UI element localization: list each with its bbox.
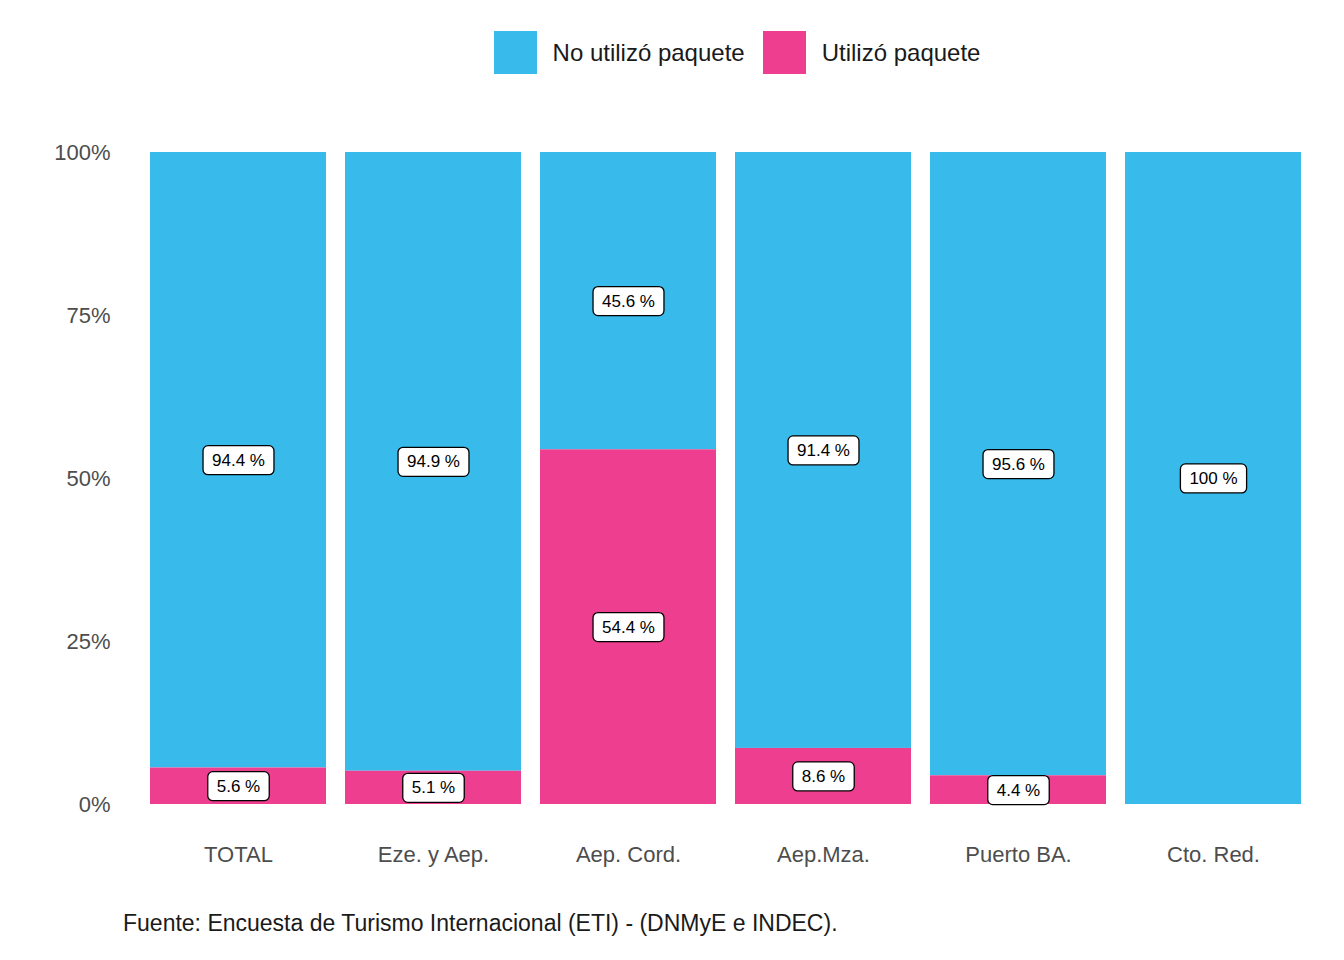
svg-text:95.6 %: 95.6 % — [992, 455, 1045, 474]
svg-text:Aep. Cord.: Aep. Cord. — [576, 842, 681, 867]
svg-text:Aep.Mza.: Aep.Mza. — [777, 842, 870, 867]
svg-text:54.4 %: 54.4 % — [602, 618, 655, 637]
svg-text:Eze. y Aep.: Eze. y Aep. — [378, 842, 489, 867]
svg-text:TOTAL: TOTAL — [204, 842, 273, 867]
svg-text:94.4 %: 94.4 % — [212, 451, 265, 470]
svg-text:94.9 %: 94.9 % — [407, 452, 460, 471]
svg-text:45.6 %: 45.6 % — [602, 292, 655, 311]
svg-text:91.4 %: 91.4 % — [797, 441, 850, 460]
html-text:Utilizó paquete: Utilizó paquete — [821, 38, 981, 66]
html-text:Fuente: Encuesta de Turismo In: Fuente: Encuesta de Turismo Internaciona… — [123, 910, 838, 936]
svg-text:25%: 25% — [66, 629, 110, 654]
svg-text:100%: 100% — [54, 140, 110, 165]
svg-text:75%: 75% — [66, 303, 110, 328]
svg-text:5.6 %: 5.6 % — [217, 777, 260, 796]
svg-text:Cto. Red.: Cto. Red. — [1167, 842, 1260, 867]
svg-text:4.4 %: 4.4 % — [997, 781, 1040, 800]
svg-text:Puerto BA.: Puerto BA. — [965, 842, 1071, 867]
svg-text:0%: 0% — [79, 792, 111, 817]
svg-text:8.6 %: 8.6 % — [802, 767, 845, 786]
svg-text:50%: 50% — [66, 466, 110, 491]
svg-text:100 %: 100 % — [1189, 469, 1237, 488]
svg-text:5.1 %: 5.1 % — [412, 778, 455, 797]
html-text:No utilizó paquete: No utilizó paquete — [552, 38, 745, 66]
